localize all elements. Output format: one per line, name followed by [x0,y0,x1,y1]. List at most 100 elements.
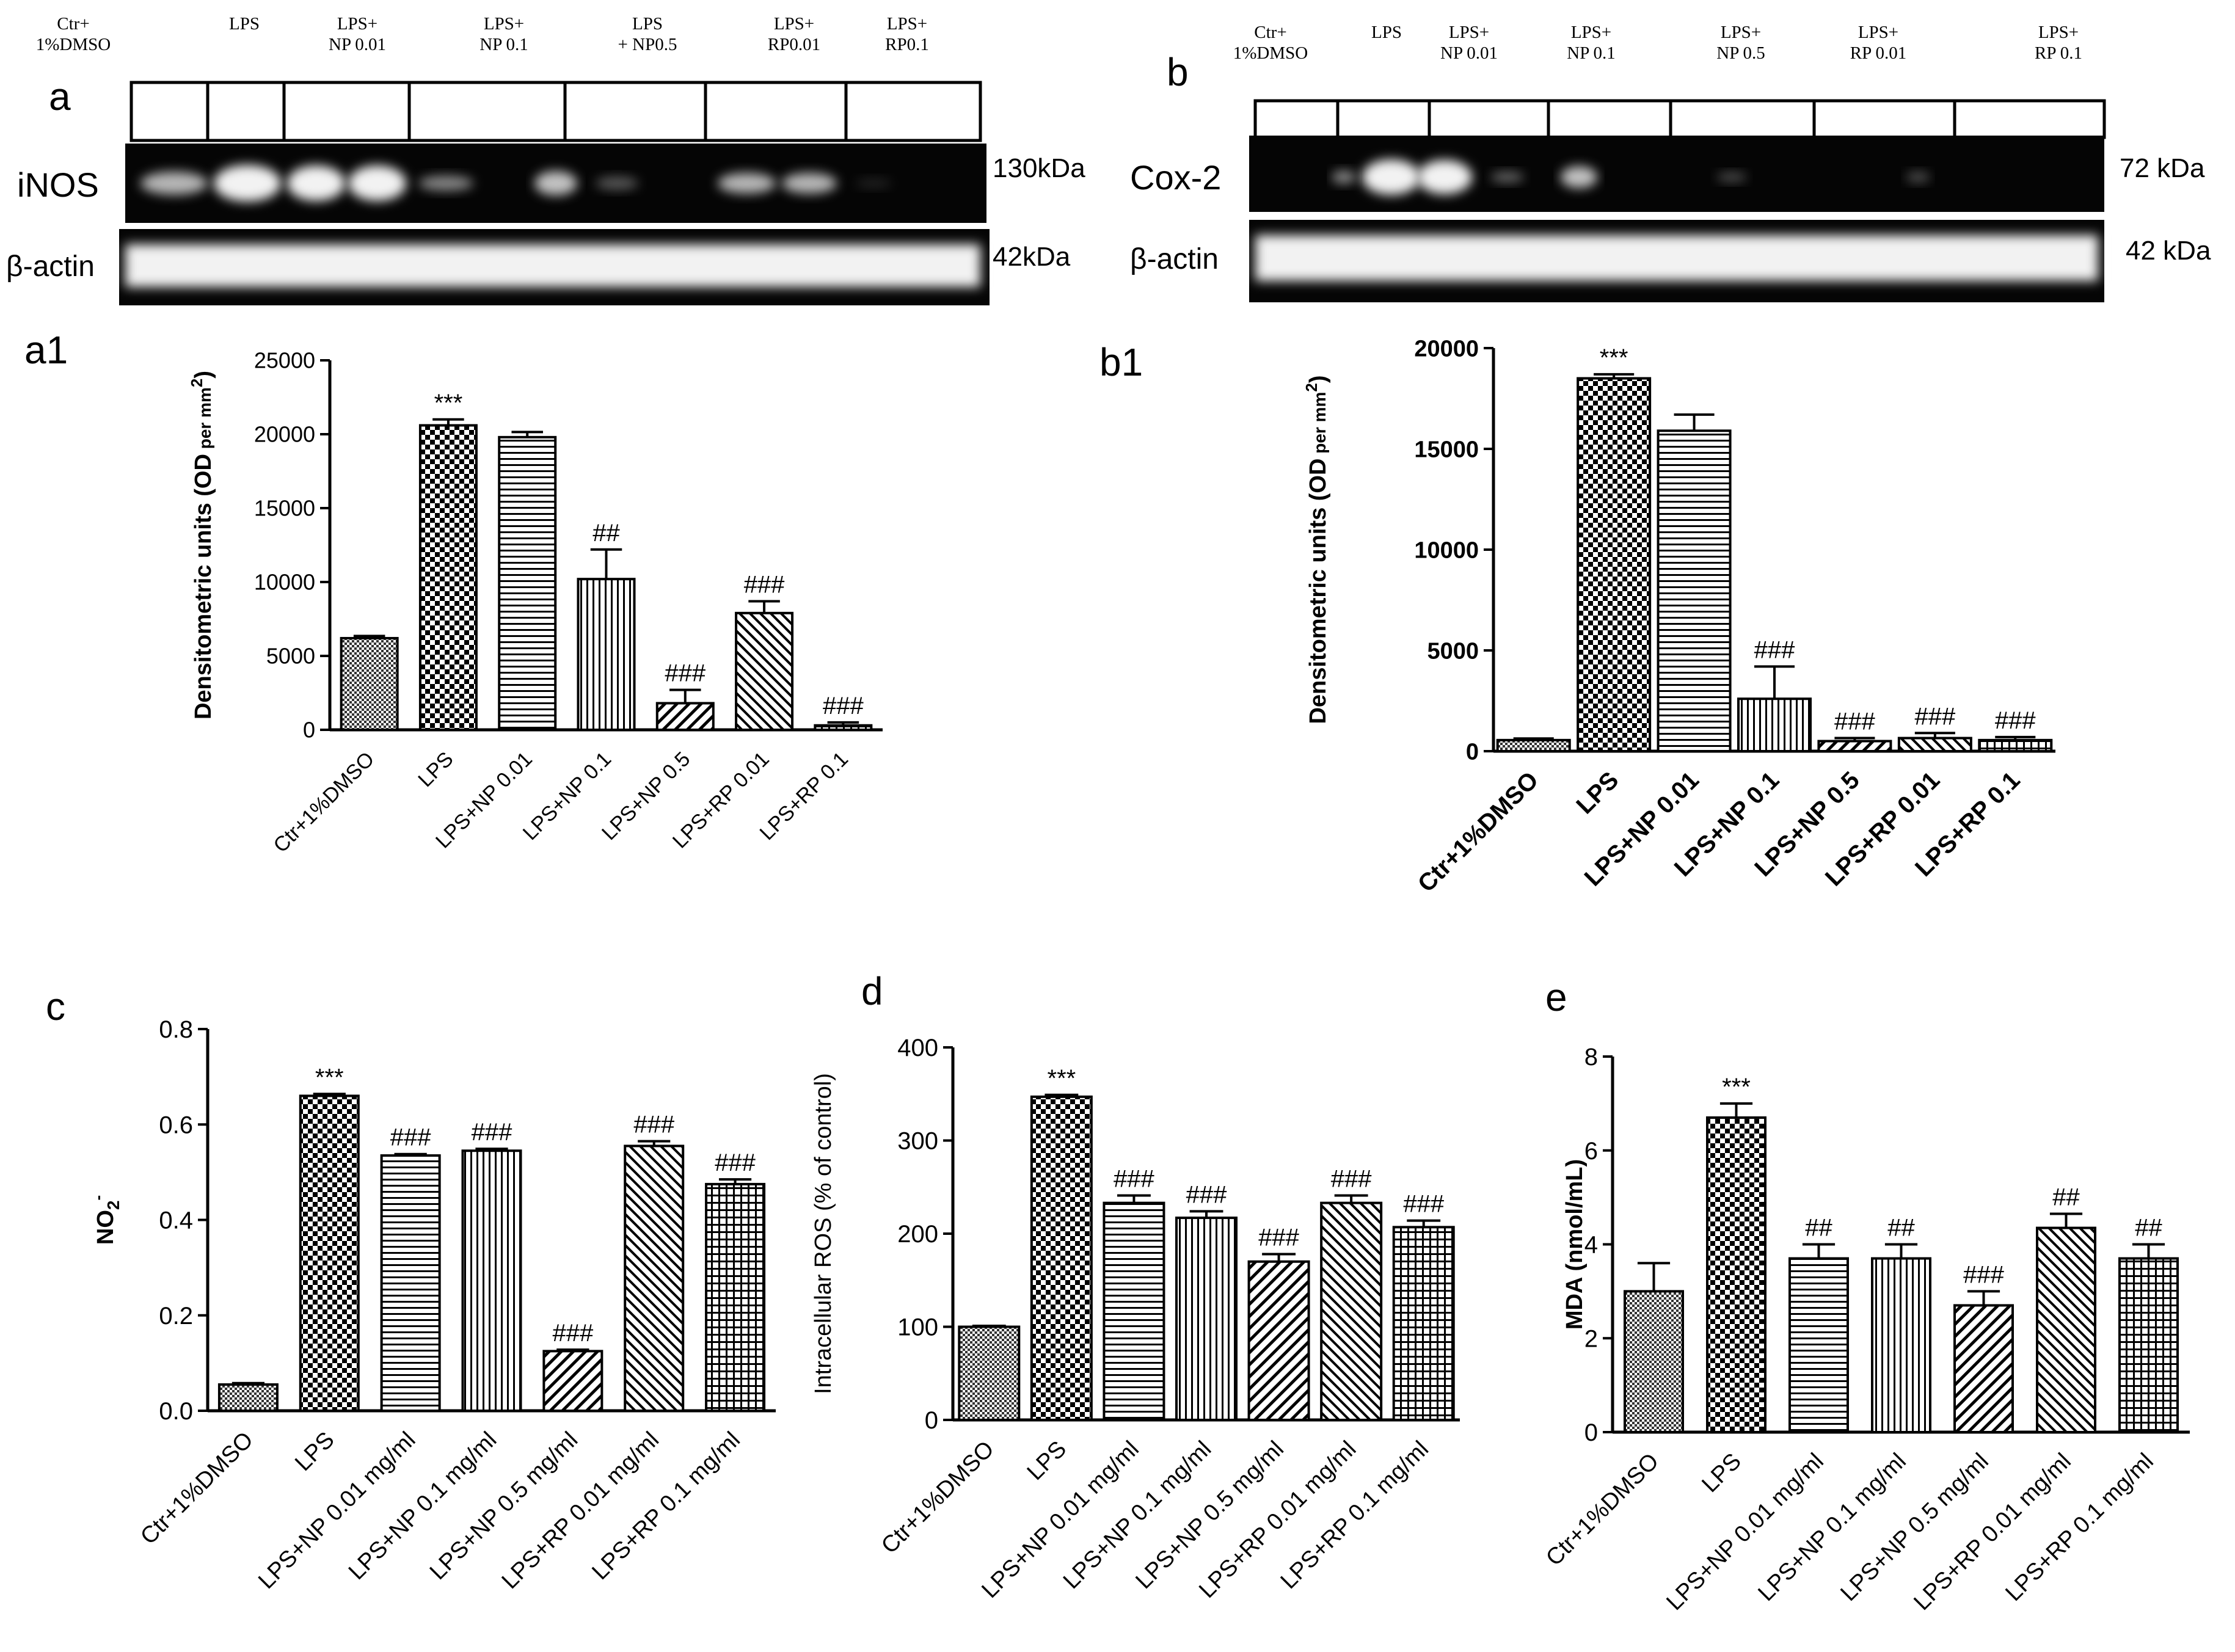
bar [1817,740,1892,752]
y-tick-label: 25000 [254,348,315,373]
blot-a-lane-label: LPS+ NP 0.1 [479,14,528,54]
bar [1897,737,1972,753]
bar [705,1182,766,1412]
x-category-label: Ctr+1%DMSO [136,1427,258,1550]
x-category-label: LPS+NP 0.5 mg/ml [425,1427,583,1585]
significance-label: ### [633,1112,674,1138]
blot-band [782,173,837,194]
y-tick-label: 20000 [1414,336,1479,362]
y-tick-label: 400 [897,1035,938,1061]
y-tick-label: 10000 [1414,537,1479,563]
loading-label-a: β-actin [6,250,95,283]
significance-label: ### [744,571,785,598]
significance-label: ### [1995,707,2036,734]
panel-letter-e: e [1545,975,1567,1019]
bar [1871,1257,1931,1433]
bar [1392,1226,1455,1421]
x-category-label: LPS [1697,1449,1746,1497]
bar [1657,429,1732,752]
significance-label: ## [592,520,620,547]
y-tick-label: 0 [1466,739,1479,765]
x-category-label: Ctr+1%DMSO [1413,766,1544,897]
y-tick-label: 20000 [254,422,315,447]
bar [380,1154,441,1412]
western-blot-b: b Ctr+ 1%DMSO LPS LPS+ NP 0.01 LPS+ NP 0.1 LPS+… [1130,23,2211,302]
y-tick-label: 4 [1584,1232,1598,1259]
bar [1320,1201,1383,1422]
panel-letter-a: a [49,75,71,118]
y-tick-label: 0.0 [159,1398,193,1425]
bar [418,424,478,731]
x-category-label: LPS+RP 0.01 mg/ml [1909,1449,2076,1615]
y-tick-label: 0 [1584,1419,1598,1446]
blot-b-lane-label: LPS+ RP 0.1 [2035,23,2082,63]
significance-label: ### [1834,708,1875,735]
significance-label: *** [1722,1074,1751,1101]
significance-label: ### [715,1149,756,1176]
blot-a-lane-label: LPS [229,14,260,34]
x-category-label: LPS+NP 0.5 mg/ml [1836,1449,1993,1606]
significance-label: ### [552,1320,593,1347]
significance-label: ### [1186,1181,1227,1208]
x-category-label: LPS+RP 0.1 mg/ml [587,1427,745,1585]
x-category-label: Ctr+1%DMSO [1541,1449,1664,1571]
bar [1788,1257,1849,1433]
bar [340,636,399,731]
blot-b-lane-label: LPS+ RP 0.01 [1850,23,1906,63]
significance-label: ## [1887,1215,1915,1242]
y-tick-label: 10000 [254,570,315,595]
blot-b-lane-label: LPS+ NP 0.1 [1567,23,1616,63]
significance-label: ## [2135,1215,2162,1242]
y-axis-title: Densitometric units (OD per mm2) [1302,375,1331,724]
blot-a-lane-label: LPS+ RP0.01 [768,14,820,54]
y-tick-label: 2 [1584,1325,1598,1352]
y-tick-label: 100 [897,1314,938,1341]
chart-d-intracellular-ros: 0 100 200 300 400 Intracellular ROS (% of con… [811,1035,1460,1603]
significance-label: ### [390,1124,431,1151]
bar [542,1350,603,1412]
blot-band [1362,159,1420,195]
bar [1103,1201,1165,1422]
blot-a-lane-label: Ctr+ 1%DMSO [36,14,111,54]
bar [498,435,557,732]
kda-label-actin-b: 42 kDa [2126,236,2211,266]
blot-a-lane-label: LPS+ RP0.1 [885,14,929,54]
significance-label: *** [315,1064,344,1091]
y-tick-label: 0.6 [159,1112,193,1138]
x-category-label: LPS [414,748,458,791]
panel-letter-b: b [1167,50,1189,94]
blot-a-lane-label: LPS + NP0.5 [618,14,677,54]
lane-frame-a [129,81,982,142]
x-category-label: LPS [1571,766,1624,819]
blot-band [855,178,892,188]
blot-band [596,176,638,190]
significance-label: ### [1403,1191,1444,1218]
y-axis-title: Densitometric units (OD per mm2) [188,371,216,719]
bar [1978,738,2053,752]
significance-label: ### [1754,636,1795,663]
bar [1175,1217,1238,1421]
bar [1496,738,1571,752]
y-axis-title: NO2- [89,1195,123,1245]
x-category-label: LPS+RP 0.01 mg/ml [497,1427,664,1594]
bar [735,611,794,731]
lane-frame-b [1253,99,2106,139]
beta-actin-band-a [125,244,980,287]
chart-c-nitrite: 0.0 0.2 0.4 0.6 0.8 NO2- Ctr+1%DMSO *** LPS ### LP… [89,1016,776,1594]
protein-label-inos: iNOS [17,166,99,204]
significance-label: ### [1963,1261,2004,1288]
blot-b-lane-label: Ctr+ 1%DMSO [1233,23,1308,63]
y-tick-label: 8 [1584,1044,1598,1071]
blot-b-lane-label: LPS+ NP 0.5 [1716,23,1765,63]
blot-b-lane-label: LPS+ NP 0.01 [1440,23,1498,63]
significance-label: ### [472,1119,512,1146]
blot-b-lane-label: LPS [1371,23,1402,42]
x-category-label: LPS+RP 0.1 mg/ml [2000,1449,2158,1606]
blot-band [1490,172,1524,183]
blot-band [140,172,208,195]
y-tick-label: 0.8 [159,1016,193,1043]
bar [461,1149,522,1412]
y-tick-label: 0 [925,1407,938,1434]
loading-label-b: β-actin [1130,243,1219,275]
chart-b1-cox2-densitometry: 0 5000 10000 15000 20000 Densitometric units … [1302,336,2055,897]
